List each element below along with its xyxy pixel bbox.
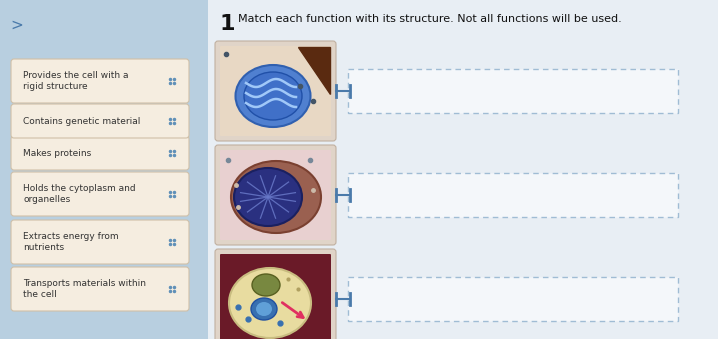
FancyBboxPatch shape bbox=[220, 46, 331, 136]
Ellipse shape bbox=[229, 268, 311, 338]
FancyBboxPatch shape bbox=[348, 69, 678, 113]
FancyBboxPatch shape bbox=[348, 173, 678, 217]
Text: Extracts energy from
nutrients: Extracts energy from nutrients bbox=[23, 232, 118, 252]
Text: Provides the cell with a
rigid structure: Provides the cell with a rigid structure bbox=[23, 71, 129, 91]
FancyBboxPatch shape bbox=[215, 249, 336, 339]
Ellipse shape bbox=[234, 168, 302, 226]
FancyBboxPatch shape bbox=[348, 277, 678, 321]
FancyBboxPatch shape bbox=[220, 254, 331, 339]
FancyBboxPatch shape bbox=[11, 220, 189, 264]
Polygon shape bbox=[298, 47, 330, 94]
FancyBboxPatch shape bbox=[11, 59, 189, 103]
Bar bbox=[0, 0, 208, 339]
FancyBboxPatch shape bbox=[11, 172, 189, 216]
Text: Makes proteins: Makes proteins bbox=[23, 148, 91, 158]
Bar bbox=[208, 0, 718, 339]
FancyBboxPatch shape bbox=[11, 104, 189, 138]
Text: 1: 1 bbox=[220, 14, 236, 34]
Text: Contains genetic material: Contains genetic material bbox=[23, 117, 141, 125]
FancyBboxPatch shape bbox=[11, 267, 189, 311]
Text: Transports materials within
the cell: Transports materials within the cell bbox=[23, 279, 146, 299]
Ellipse shape bbox=[236, 65, 310, 127]
Text: Match each function with its structure. Not all functions will be used.: Match each function with its structure. … bbox=[238, 14, 622, 24]
FancyBboxPatch shape bbox=[11, 136, 189, 170]
Ellipse shape bbox=[251, 298, 277, 320]
FancyBboxPatch shape bbox=[215, 41, 336, 141]
Ellipse shape bbox=[252, 274, 280, 296]
Ellipse shape bbox=[244, 72, 302, 120]
Text: Holds the cytoplasm and
organelles: Holds the cytoplasm and organelles bbox=[23, 184, 136, 204]
Ellipse shape bbox=[256, 302, 272, 316]
Text: >: > bbox=[10, 18, 23, 33]
FancyBboxPatch shape bbox=[215, 145, 336, 245]
Ellipse shape bbox=[231, 161, 321, 233]
FancyBboxPatch shape bbox=[220, 150, 331, 240]
